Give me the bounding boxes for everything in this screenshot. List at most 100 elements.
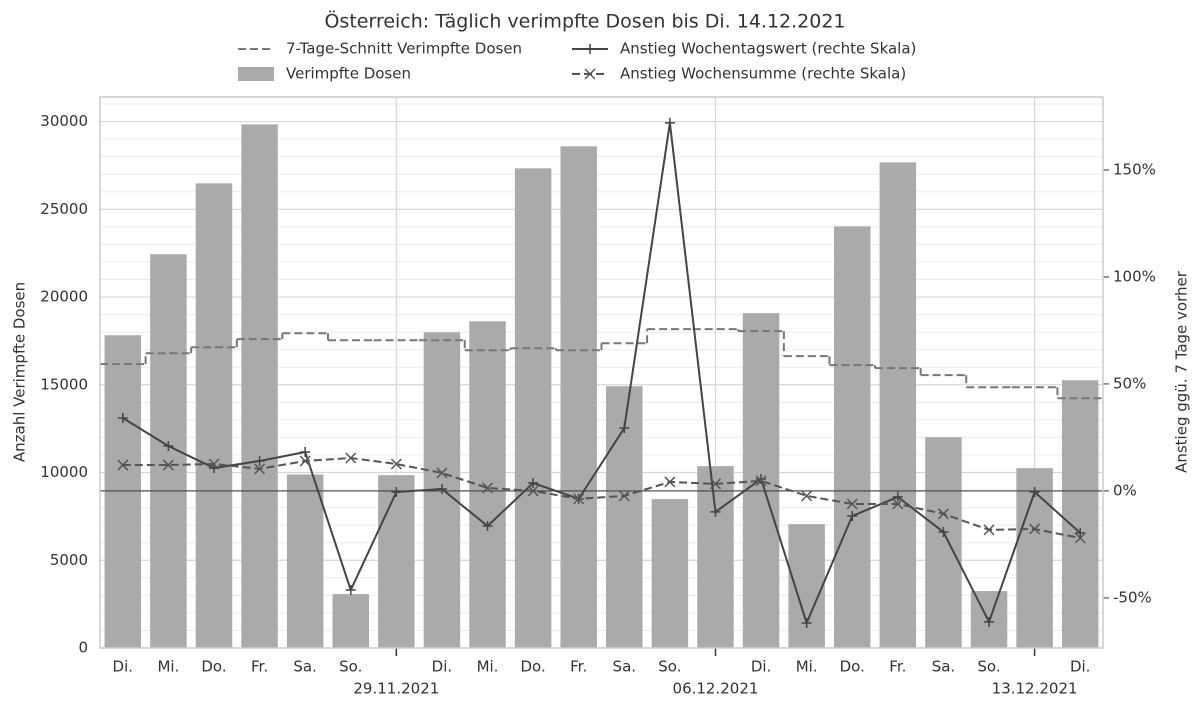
legend-marker xyxy=(584,68,596,80)
point-marker xyxy=(1029,523,1041,535)
point-marker xyxy=(937,508,949,520)
point-marker xyxy=(710,506,721,517)
point-marker xyxy=(436,484,447,495)
point-marker xyxy=(664,117,675,128)
x-tick-label: Di. xyxy=(751,658,772,676)
bar xyxy=(788,524,825,648)
point-marker xyxy=(801,490,813,502)
point-marker xyxy=(482,521,493,532)
x-tick-label: Mi. xyxy=(796,658,818,676)
point-marker xyxy=(846,498,858,510)
point-marker xyxy=(300,446,311,457)
bar xyxy=(195,183,233,649)
y2-tick-label: 0% xyxy=(1113,481,1137,499)
point-marker xyxy=(1074,532,1086,544)
bar xyxy=(104,335,142,648)
point-marker xyxy=(117,412,128,423)
bar xyxy=(697,466,734,648)
point-marker xyxy=(481,482,494,494)
point-marker xyxy=(984,616,995,627)
point-marker xyxy=(208,458,220,470)
x-tick-label: Fr. xyxy=(570,658,587,676)
point-marker xyxy=(391,487,402,498)
x-tick-label: Fr. xyxy=(889,658,906,676)
y-tick-label: 20000 xyxy=(40,288,88,306)
legend-swatch xyxy=(238,67,274,81)
x-tick-label: Sa. xyxy=(613,658,636,676)
point-marker xyxy=(619,423,630,434)
x-tick-label: So. xyxy=(658,658,681,676)
point-marker xyxy=(117,459,129,471)
point-marker xyxy=(527,485,539,497)
y-tick-label: 15000 xyxy=(40,375,88,393)
point-marker xyxy=(892,498,904,510)
legend-label: Verimpfte Dosen xyxy=(286,65,411,83)
point-marker xyxy=(938,527,949,538)
legend-marker xyxy=(585,44,595,54)
series-line xyxy=(122,456,1081,539)
point-marker xyxy=(390,458,402,470)
bar xyxy=(378,475,415,648)
plot-frame xyxy=(99,96,1104,649)
x-tick-label: Do. xyxy=(520,658,545,676)
point-marker xyxy=(254,463,266,475)
y-tick-label: 25000 xyxy=(40,200,88,218)
x-tick-label: Sa. xyxy=(293,658,316,676)
point-marker xyxy=(254,455,265,466)
point-marker xyxy=(755,475,767,487)
point-marker xyxy=(756,473,767,484)
y2-tick-label: 100% xyxy=(1113,267,1156,285)
bar xyxy=(879,162,917,648)
point-marker xyxy=(345,585,356,596)
point-marker xyxy=(345,452,357,464)
bar xyxy=(1061,380,1099,648)
point-marker xyxy=(709,478,722,490)
x-date-label: 29.11.2021 xyxy=(353,680,439,698)
point-marker xyxy=(162,459,174,471)
y2-tick-label: 50% xyxy=(1113,374,1146,392)
x-tick-label: Mi. xyxy=(157,658,179,676)
x-tick-label: Sa. xyxy=(932,658,955,676)
bar xyxy=(925,437,962,648)
x-tick-label: Mi. xyxy=(477,658,499,676)
x-tick-label: Di. xyxy=(432,658,453,676)
point-marker xyxy=(436,467,448,479)
point-marker xyxy=(299,455,311,467)
y2-tick-label: 150% xyxy=(1113,160,1156,178)
y-tick-label: 10000 xyxy=(40,463,88,481)
x-tick-label: Di. xyxy=(1070,658,1091,676)
x-date-label: 06.12.2021 xyxy=(673,680,759,698)
point-marker xyxy=(573,493,585,505)
y2-tick-label: -50% xyxy=(1113,588,1152,606)
x-tick-label: Do. xyxy=(201,658,226,676)
point-marker xyxy=(801,617,812,628)
point-marker xyxy=(664,476,676,488)
series-line xyxy=(122,122,1081,626)
point-marker xyxy=(892,491,903,502)
bar xyxy=(514,168,552,649)
x-date-label: 13.12.2021 xyxy=(992,680,1078,698)
point-marker xyxy=(618,490,630,502)
chart-title: Österreich: Täglich verimpfte Dosen bis … xyxy=(324,10,845,33)
bar xyxy=(560,146,597,648)
x-tick-label: So. xyxy=(339,658,362,676)
x-tick-label: Di. xyxy=(113,658,134,676)
point-marker xyxy=(163,441,174,452)
x-tick-label: Fr. xyxy=(251,658,268,676)
x-tick-label: So. xyxy=(977,658,1000,676)
legend-label: 7-Tage-Schnitt Verimpfte Dosen xyxy=(286,40,522,58)
y-tick-label: 30000 xyxy=(40,112,88,130)
bar xyxy=(834,226,871,648)
y-axis-label: Anzahl Verimpfte Dosen xyxy=(11,282,29,462)
x-tick-label: Do. xyxy=(840,658,865,676)
bar xyxy=(241,124,278,649)
bar xyxy=(1016,468,1053,648)
point-marker xyxy=(847,510,858,521)
bar xyxy=(469,321,506,648)
bar xyxy=(286,474,324,648)
y2-axis-label: Anstieg ggü. 7 Tage vorher xyxy=(1173,270,1191,473)
point-marker xyxy=(983,524,995,536)
point-marker xyxy=(1075,527,1086,538)
legend-label: Anstieg Wochentagswert (rechte Skala) xyxy=(620,40,916,58)
